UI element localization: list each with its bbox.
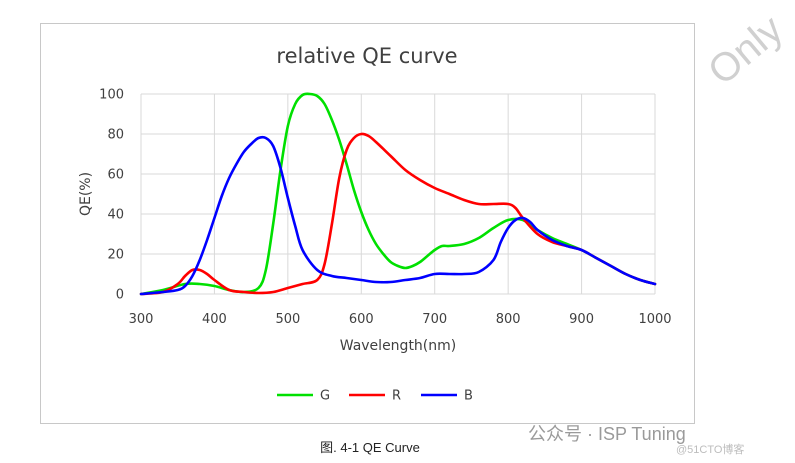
x-tick-label: 800 (496, 312, 521, 327)
y-tick-label: 20 (107, 248, 124, 263)
y-tick-label: 0 (116, 288, 124, 303)
wechat-watermark: 公众号 · ISP Tuning (528, 424, 686, 444)
legend-label-g: G (320, 389, 330, 404)
y-axis-label: QE(%) (78, 172, 94, 216)
legend-label-b: B (464, 389, 473, 404)
x-tick-label: 600 (349, 312, 374, 327)
figure-caption: 图. 4-1 QE Curve (320, 440, 420, 455)
x-tick-label: 400 (202, 312, 227, 327)
series-lines (139, 92, 657, 296)
chart-title: relative QE curve (276, 44, 457, 68)
series-line-b (139, 135, 657, 296)
y-tick-label: 80 (107, 128, 124, 143)
x-tick-label: 700 (422, 312, 447, 327)
y-tick-label: 60 (107, 168, 124, 183)
series-line-r (139, 132, 657, 296)
chart-frame (40, 23, 695, 424)
y-tick-label: 100 (99, 88, 124, 103)
x-axis-label: Wavelength(nm) (340, 338, 456, 354)
gridlines (140, 93, 656, 295)
x-tick-label: 500 (275, 312, 300, 327)
x-tick-label: 1000 (638, 312, 671, 327)
y-tick-label: 40 (107, 208, 124, 223)
x-tick-label: 900 (569, 312, 594, 327)
site-watermark: @51CTO博客 (676, 444, 745, 456)
legend-label-r: R (392, 389, 401, 404)
tick-labels: 0 20 40 60 80 100 300 400 500 600 700 800 900 1000 (99, 88, 671, 328)
x-tick-label: 300 (129, 312, 154, 327)
